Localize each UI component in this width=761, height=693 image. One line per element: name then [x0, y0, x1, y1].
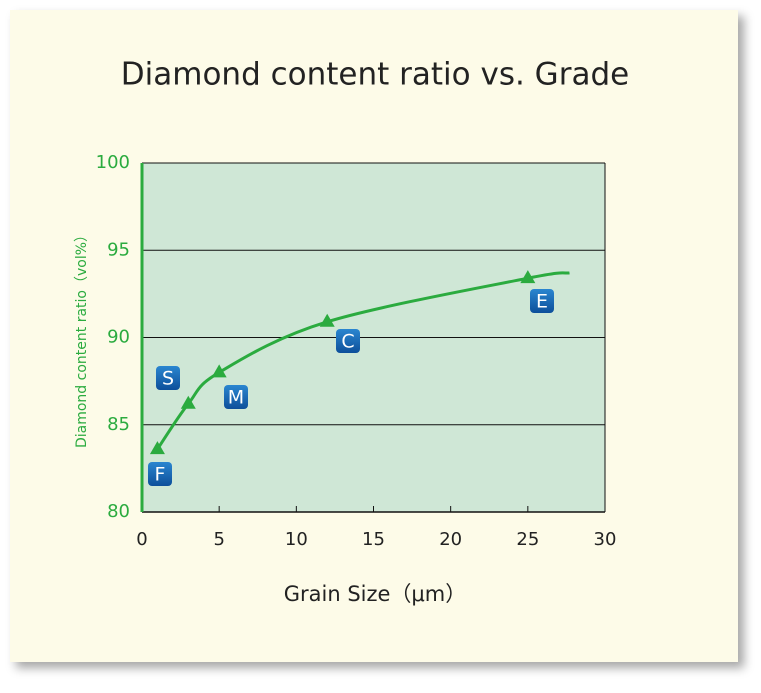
grade-label: C: [341, 331, 354, 353]
grade-badge: [224, 385, 248, 409]
x-tick-label: 25: [516, 529, 539, 550]
x-tick-label: 10: [285, 529, 308, 550]
x-tick-label: 5: [213, 529, 224, 550]
marker: [319, 313, 335, 327]
chart-title: Diamond content ratio vs. Grade: [121, 57, 629, 93]
x-tick-label: 30: [594, 529, 617, 550]
x-axis-label: Grain Size（μm）: [284, 582, 467, 606]
marker: [520, 270, 536, 284]
y-tick-label: 80: [107, 501, 130, 522]
grade-label: S: [162, 368, 174, 390]
x-tick-label: 20: [439, 529, 462, 550]
x-tick-label: 15: [362, 529, 385, 550]
grade-label: F: [155, 464, 166, 486]
grade-label: M: [228, 387, 244, 409]
marker: [180, 395, 196, 409]
y-tick-label: 100: [96, 152, 130, 173]
y-tick-label: 85: [107, 414, 130, 435]
y-tick-label: 90: [107, 327, 130, 348]
y-axis-label: Diamond content ratio（vol%）: [74, 228, 90, 448]
grade-badge: [530, 289, 554, 313]
marker: [211, 364, 227, 378]
grade-label: E: [536, 291, 548, 313]
grade-badge: [336, 329, 360, 353]
y-tick-label: 95: [107, 239, 130, 260]
marker: [149, 441, 165, 455]
grade-badge: [156, 366, 180, 390]
x-tick-label: 0: [136, 529, 147, 550]
grade-badge: [148, 462, 172, 486]
